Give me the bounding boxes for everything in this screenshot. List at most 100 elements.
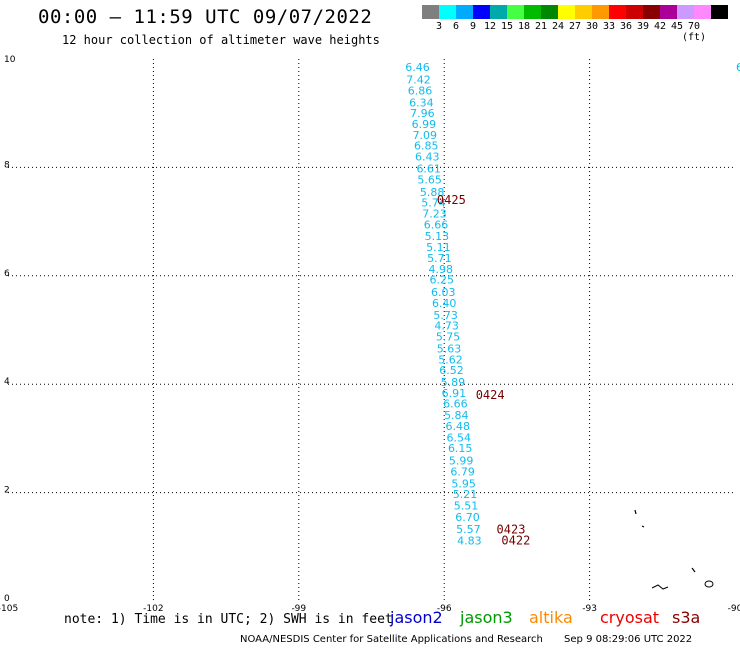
legend-item-jason3: jason3: [460, 608, 513, 627]
page-subtitle: 12 hour collection of altimeter wave hei…: [62, 33, 380, 47]
swh-value: 5.51: [454, 500, 479, 513]
legend-item-altika: altika: [529, 608, 573, 627]
swh-value: 6.15: [448, 442, 473, 455]
swh-value: 6.66: [424, 218, 449, 231]
credit-timestamp: Sep 9 08:29:06 UTC 2022: [564, 634, 693, 645]
color-scale-label: 30: [585, 21, 599, 32]
x-tick-label: -96: [437, 604, 452, 614]
swh-value: 6.34: [409, 96, 434, 109]
swh-value: 5.88: [420, 186, 445, 199]
swh-value: 5.74: [421, 197, 446, 210]
island-outline: [651, 584, 669, 590]
x-tick-label: -93: [582, 604, 597, 614]
color-scale-label: 3: [435, 21, 443, 32]
swh-value: 5.75: [436, 331, 461, 344]
color-swatch: [490, 5, 507, 19]
swh-value-edge: 6.4: [736, 61, 740, 74]
island-outline: [704, 580, 714, 588]
swh-value: 5.11: [426, 241, 451, 254]
color-swatch: [694, 5, 711, 19]
swh-value: 4.83: [457, 534, 482, 547]
swh-value: 6.54: [446, 431, 471, 444]
island-outline: [634, 509, 637, 515]
color-scale-label: 27: [568, 21, 582, 32]
y-tick-label: 6: [4, 269, 10, 279]
color-swatch: [473, 5, 490, 19]
swh-value: 6.48: [446, 420, 471, 433]
color-swatch: [660, 5, 677, 19]
color-swatch: [439, 5, 456, 19]
swh-value: 5.65: [417, 173, 442, 186]
color-scale-label: 42: [653, 21, 667, 32]
color-scale-label: 36: [619, 21, 633, 32]
swh-value: 6.79: [450, 465, 475, 478]
color-swatch: [626, 5, 643, 19]
color-scale-labels: 3 6 9 12 15 18 21 24 27 30 33 36 39 42 45 70 (ft): [422, 21, 740, 43]
swh-value: 5.62: [438, 353, 463, 366]
swh-value: 6.70: [455, 511, 480, 524]
color-scale-label: 6: [452, 21, 460, 32]
color-swatch: [592, 5, 609, 19]
swh-value: 5.89: [441, 376, 466, 389]
swh-value: 6.99: [412, 118, 437, 131]
color-swatch: [456, 5, 473, 19]
swh-value: 5.57: [456, 523, 481, 536]
color-scale-label: 15: [500, 21, 514, 32]
swh-value: 6.52: [439, 364, 464, 377]
swh-value: 6.43: [415, 151, 440, 164]
color-swatch: [575, 5, 592, 19]
swh-value: 6.46: [405, 61, 430, 74]
swh-value: 6.85: [414, 140, 439, 153]
swh-value: 5.84: [444, 409, 469, 422]
color-swatch: [643, 5, 660, 19]
color-swatch: [558, 5, 575, 19]
y-tick-label: 0: [4, 594, 10, 604]
credit-line: NOAA/NESDIS Center for Satellite Applica…: [240, 634, 692, 645]
color-swatch: [609, 5, 626, 19]
color-scale-label: 24: [551, 21, 565, 32]
color-swatch: [541, 5, 558, 19]
swh-value: 6.03: [431, 286, 456, 299]
color-scale-bar: [422, 5, 728, 19]
swh-value: 5.71: [427, 252, 452, 265]
swh-value: 7.42: [406, 74, 431, 87]
swh-value: 6.66: [443, 398, 468, 411]
island-outline: [641, 525, 645, 528]
swh-value: 5.73: [433, 309, 458, 322]
time-label: 0425: [437, 193, 466, 207]
y-tick-label: 2: [4, 486, 10, 496]
swh-value: 5.99: [449, 455, 474, 468]
color-swatch: [677, 5, 694, 19]
swh-value: 7.09: [413, 129, 438, 142]
credit-text: NOAA/NESDIS Center for Satellite Applica…: [240, 634, 543, 645]
swh-value: 6.25: [430, 274, 455, 287]
page-title: 00:00 – 11:59 UTC 09/07/2022: [38, 6, 373, 28]
color-scale-label: 39: [636, 21, 650, 32]
color-swatch: [507, 5, 524, 19]
x-tick-label: -90: [728, 604, 740, 614]
swh-value: 7.23: [422, 207, 447, 220]
swh-value: 6.40: [432, 297, 457, 310]
island-outline: [691, 567, 696, 573]
swh-value: 7.96: [410, 107, 435, 120]
footnote: note: 1) Time is in UTC; 2) SWH is in fe…: [64, 612, 393, 627]
y-tick-label: 10: [4, 55, 16, 65]
swh-value: 6.91: [442, 387, 467, 400]
color-scale-label: 18: [517, 21, 531, 32]
color-swatch: [711, 5, 728, 19]
legend-item-cryosat: cryosat: [600, 608, 660, 627]
x-tick-label: -99: [291, 604, 306, 614]
x-tick-label: -102: [143, 604, 163, 614]
y-tick-label: 8: [4, 160, 10, 170]
color-scale-label: 45: [670, 21, 684, 32]
color-scale-label: 33: [602, 21, 616, 32]
y-tick-label: 4: [4, 377, 10, 387]
x-tick-label: -105: [0, 604, 18, 614]
swh-value: 4.98: [429, 263, 454, 276]
time-label: 0424: [476, 388, 505, 402]
legend-item-jason2: jason2: [390, 608, 443, 627]
color-swatch: [422, 5, 439, 19]
swh-value: 5.63: [437, 342, 462, 355]
color-swatch: [524, 5, 541, 19]
